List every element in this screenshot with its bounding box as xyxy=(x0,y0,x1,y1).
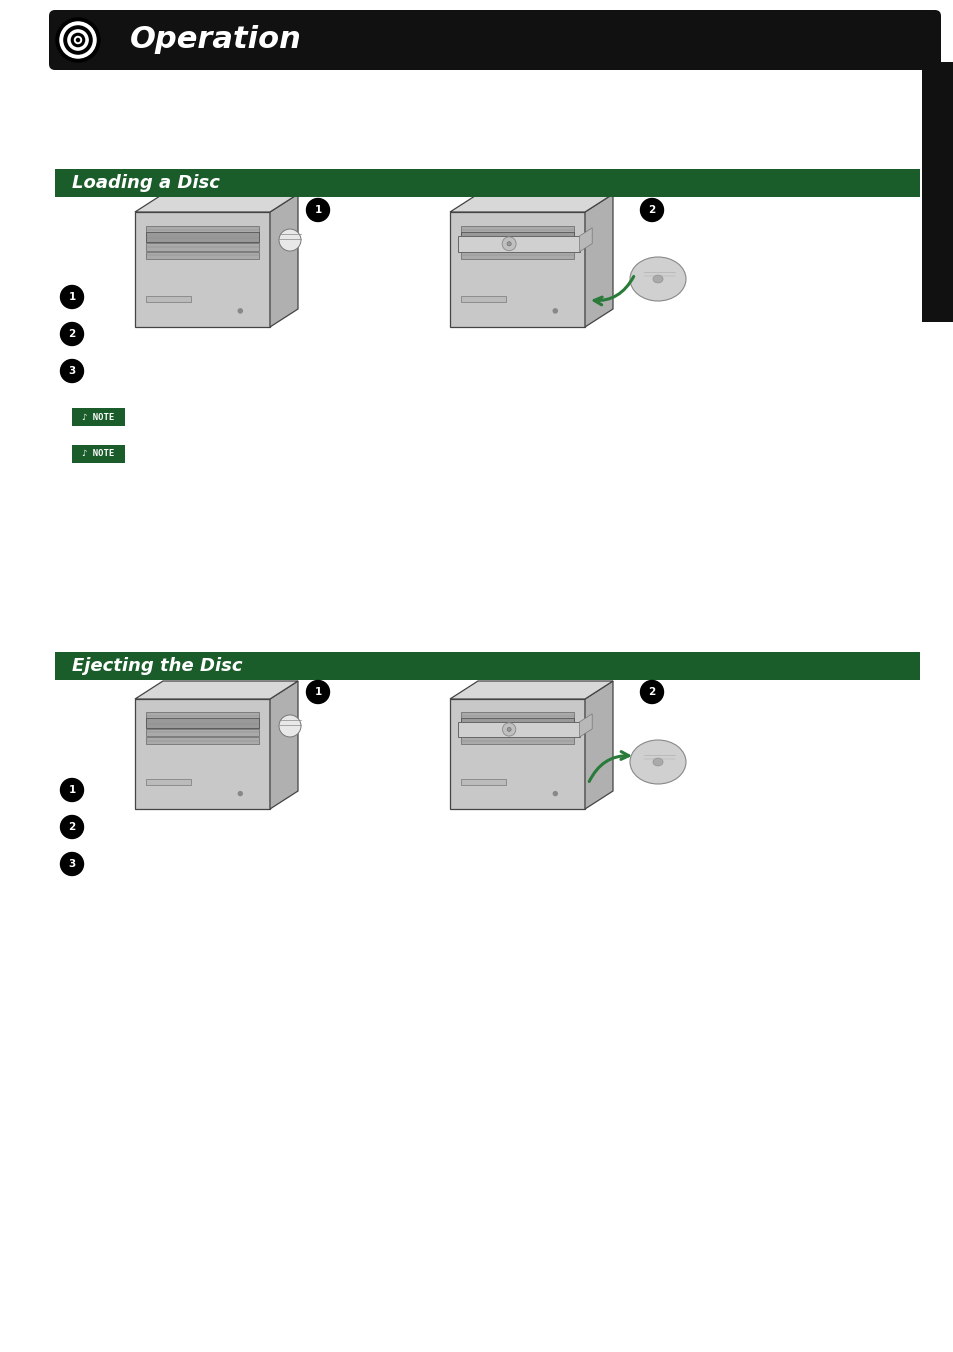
Text: 1: 1 xyxy=(314,206,321,215)
Circle shape xyxy=(639,680,662,703)
Bar xyxy=(55,169,919,197)
Text: ♪ NOTE: ♪ NOTE xyxy=(82,412,114,422)
Circle shape xyxy=(306,199,329,222)
Bar xyxy=(460,729,574,735)
Bar xyxy=(146,234,259,242)
Bar xyxy=(146,251,259,260)
Bar xyxy=(146,243,259,250)
Polygon shape xyxy=(584,681,613,808)
Bar xyxy=(146,226,259,234)
Circle shape xyxy=(501,237,516,250)
Bar xyxy=(460,713,574,719)
Polygon shape xyxy=(135,193,297,212)
Polygon shape xyxy=(135,681,297,699)
Circle shape xyxy=(68,30,88,50)
Circle shape xyxy=(74,37,81,43)
Polygon shape xyxy=(270,193,297,327)
Circle shape xyxy=(60,22,96,58)
Bar xyxy=(146,721,259,727)
Bar xyxy=(460,226,574,234)
Bar xyxy=(921,62,953,322)
Bar xyxy=(450,699,584,808)
Bar xyxy=(146,729,259,735)
Polygon shape xyxy=(584,193,613,327)
Bar xyxy=(460,296,506,301)
Bar xyxy=(146,233,259,242)
Polygon shape xyxy=(450,681,613,699)
Ellipse shape xyxy=(652,274,662,283)
Circle shape xyxy=(60,323,84,346)
Circle shape xyxy=(506,242,511,246)
Bar xyxy=(146,737,259,744)
Polygon shape xyxy=(450,193,613,212)
Circle shape xyxy=(639,199,662,222)
Circle shape xyxy=(238,792,242,795)
Bar xyxy=(460,718,574,727)
Circle shape xyxy=(553,308,557,312)
Circle shape xyxy=(278,715,301,737)
Text: 2: 2 xyxy=(69,822,75,831)
Polygon shape xyxy=(579,227,592,251)
Ellipse shape xyxy=(652,758,662,767)
Bar xyxy=(146,718,259,727)
Text: 1: 1 xyxy=(314,687,321,698)
Text: 3: 3 xyxy=(69,859,75,869)
Text: Ejecting the Disc: Ejecting the Disc xyxy=(71,657,242,675)
Bar xyxy=(460,243,574,250)
Bar xyxy=(460,234,574,242)
Text: 2: 2 xyxy=(69,329,75,339)
Text: Operation: Operation xyxy=(130,26,301,54)
FancyBboxPatch shape xyxy=(71,445,125,464)
Circle shape xyxy=(60,285,84,308)
Circle shape xyxy=(60,815,84,838)
Text: ♪ NOTE: ♪ NOTE xyxy=(82,449,114,458)
FancyBboxPatch shape xyxy=(49,9,940,70)
Bar xyxy=(457,235,579,251)
Bar xyxy=(55,652,919,680)
Bar xyxy=(457,722,579,737)
Circle shape xyxy=(60,853,84,876)
Bar xyxy=(460,779,506,784)
Bar xyxy=(460,721,574,727)
Bar xyxy=(135,212,270,327)
Circle shape xyxy=(56,18,100,62)
Circle shape xyxy=(507,727,511,731)
Ellipse shape xyxy=(629,740,685,784)
Bar xyxy=(146,779,191,784)
Circle shape xyxy=(553,792,557,795)
Circle shape xyxy=(306,680,329,703)
Circle shape xyxy=(60,360,84,383)
Bar xyxy=(146,296,191,301)
Polygon shape xyxy=(579,714,592,737)
FancyBboxPatch shape xyxy=(71,408,125,426)
Circle shape xyxy=(64,26,92,54)
Text: Loading a Disc: Loading a Disc xyxy=(71,174,219,192)
Text: 2: 2 xyxy=(648,206,655,215)
Circle shape xyxy=(71,34,85,46)
Bar xyxy=(460,737,574,744)
Bar xyxy=(135,699,270,808)
Bar xyxy=(450,212,584,327)
Polygon shape xyxy=(270,681,297,808)
Circle shape xyxy=(60,779,84,802)
Circle shape xyxy=(502,723,516,735)
Text: 3: 3 xyxy=(69,366,75,376)
Text: 2: 2 xyxy=(648,687,655,698)
Ellipse shape xyxy=(629,257,685,301)
Text: 1: 1 xyxy=(69,292,75,301)
Bar xyxy=(146,713,259,719)
Circle shape xyxy=(238,308,242,312)
Text: 1: 1 xyxy=(69,786,75,795)
Circle shape xyxy=(76,38,79,42)
Circle shape xyxy=(278,228,301,251)
Bar xyxy=(460,251,574,260)
Bar xyxy=(460,233,574,242)
